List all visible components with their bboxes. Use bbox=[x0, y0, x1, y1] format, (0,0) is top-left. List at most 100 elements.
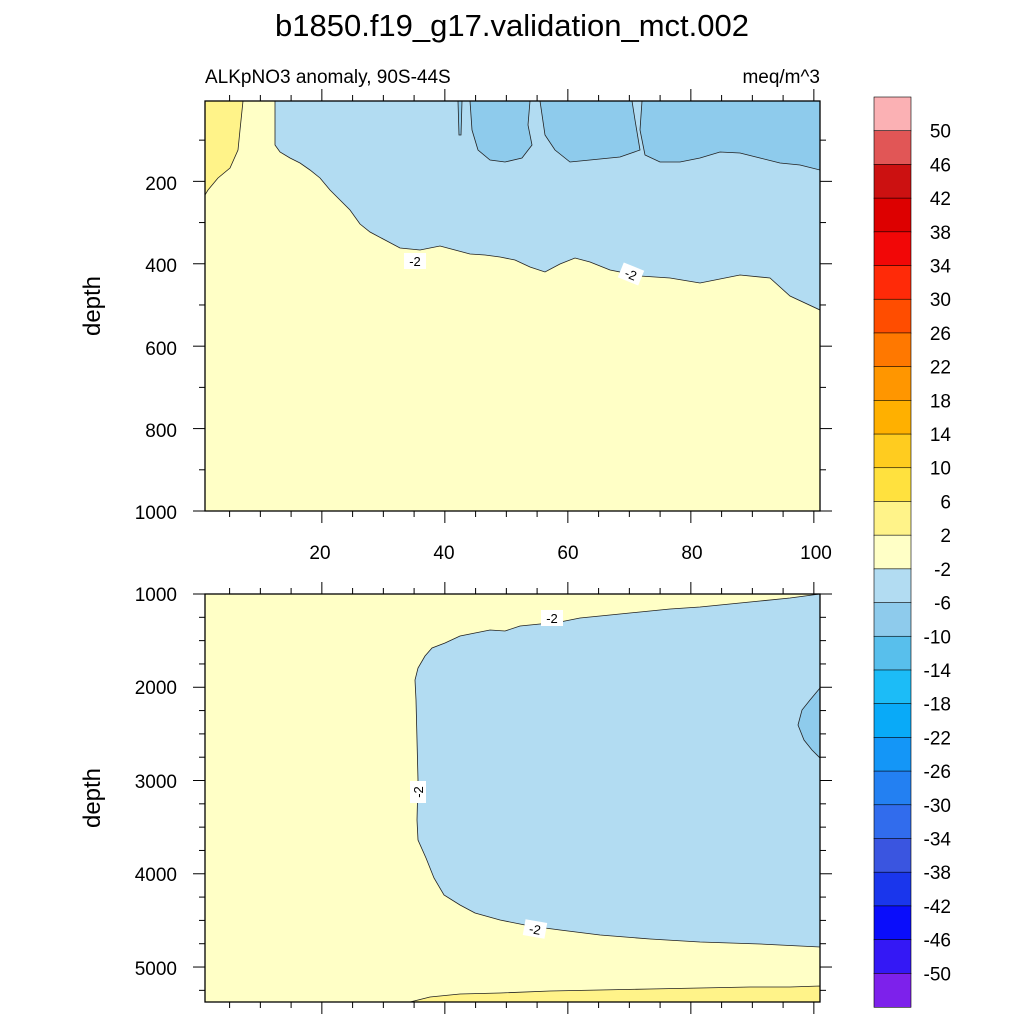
colorbar-label: -38 bbox=[924, 863, 951, 884]
upper-xtick-80: 80 bbox=[681, 543, 702, 564]
chart-title: b1850.f19_g17.validation_mct.002 bbox=[275, 8, 749, 43]
colorbar-label: 10 bbox=[930, 459, 951, 480]
colorbar-label: 22 bbox=[930, 358, 951, 379]
colorbar-label: 6 bbox=[940, 492, 951, 513]
lower-ytick-2000: 2000 bbox=[135, 678, 177, 699]
lower-plot-frame bbox=[204, 593, 821, 1003]
upper-plot-frame bbox=[204, 100, 821, 512]
svg-text:-2: -2 bbox=[546, 611, 558, 626]
colorbar-swatch bbox=[873, 602, 912, 637]
colorbar-swatch bbox=[873, 265, 912, 300]
upper-xtick-100: 100 bbox=[800, 543, 832, 564]
upper-fill-blue-dark-1 bbox=[469, 101, 533, 163]
lower-contour-fills bbox=[205, 594, 820, 1002]
colorbar-label: -50 bbox=[924, 964, 951, 985]
svg-text:-2: -2 bbox=[528, 921, 542, 938]
colorbar-swatch bbox=[873, 635, 912, 671]
colorbar-label: -2 bbox=[934, 560, 951, 581]
upper-ytick-600: 600 bbox=[145, 339, 177, 360]
lower-fill-blue bbox=[414, 594, 820, 948]
colorbar-label: -30 bbox=[924, 796, 951, 817]
colorbar-swatch bbox=[873, 838, 912, 873]
colorbar-label: -46 bbox=[924, 931, 951, 952]
colorbar-label: -22 bbox=[924, 728, 951, 749]
colorbar-swatch bbox=[873, 804, 912, 840]
upper-ytick-1000: 1000 bbox=[135, 503, 177, 524]
colorbar-label: -18 bbox=[924, 695, 951, 716]
colorbar-label: -42 bbox=[924, 897, 951, 918]
colorbar-label: 18 bbox=[930, 391, 951, 412]
upper-ticks bbox=[193, 89, 832, 523]
colorbar-label: -14 bbox=[924, 661, 952, 682]
colorbar-swatch bbox=[873, 871, 912, 907]
lower-contour-label-3: -2 bbox=[522, 919, 548, 939]
lower-fill-blue-dark bbox=[797, 687, 820, 759]
upper-contour-fills bbox=[205, 101, 820, 511]
upper-xtick-60: 60 bbox=[557, 543, 578, 564]
upper-fill-yellow bbox=[205, 101, 244, 196]
colorbar-swatch bbox=[873, 400, 912, 435]
colorbar-label: 34 bbox=[930, 257, 952, 278]
colorbar-swatch bbox=[873, 737, 912, 772]
upper-ylabel: depth bbox=[79, 276, 106, 336]
colorbar-swatch bbox=[873, 130, 912, 166]
colorbar-label: -26 bbox=[924, 762, 951, 783]
upper-fill-blue-dark-2 bbox=[539, 101, 641, 163]
colorbar-swatch bbox=[873, 972, 912, 1008]
colorbar-swatch bbox=[873, 231, 912, 267]
upper-fill-blue-sliver bbox=[457, 101, 463, 136]
lower-ytick-5000: 5000 bbox=[135, 959, 177, 980]
colorbar: 50 46 42 38 34 30 26 22 18 14 10 6 2 -2 -6 -10 -14 -18 -22… bbox=[873, 96, 952, 1008]
lower-contour-label-2: -2 bbox=[410, 781, 426, 803]
colorbar-swatch bbox=[873, 703, 912, 738]
lower-ytick-4000: 4000 bbox=[135, 865, 177, 886]
svg-text:-2: -2 bbox=[409, 254, 421, 269]
colorbar-swatch bbox=[873, 96, 912, 132]
colorbar-swatch bbox=[873, 164, 912, 199]
subtitle-units: meq/m^3 bbox=[742, 67, 820, 88]
colorbar-label: 42 bbox=[930, 189, 951, 210]
colorbar-swatch bbox=[873, 197, 912, 233]
lower-ytick-1000: 1000 bbox=[135, 585, 177, 606]
upper-xtick-20: 20 bbox=[309, 543, 330, 564]
colorbar-swatch bbox=[873, 501, 912, 536]
colorbar-label: -6 bbox=[934, 594, 951, 615]
lower-panel: -2 -2 -2 1000 2000 3000 4000 5000 depth bbox=[79, 582, 832, 1014]
colorbar-swatch bbox=[873, 534, 912, 570]
colorbar-swatch bbox=[873, 332, 912, 368]
lower-ticks bbox=[193, 582, 832, 1014]
colorbar-swatch bbox=[873, 669, 912, 705]
colorbar-label: 14 bbox=[930, 425, 952, 446]
colorbar-swatch bbox=[873, 298, 912, 334]
colorbar-swatch bbox=[873, 467, 912, 503]
colorbar-label: 38 bbox=[930, 223, 951, 244]
colorbar-swatch bbox=[873, 433, 912, 469]
colorbar-label: 46 bbox=[930, 155, 951, 176]
colorbar-label: -34 bbox=[924, 829, 952, 850]
colorbar-swatch bbox=[873, 905, 912, 941]
colorbar-swatch bbox=[873, 939, 912, 974]
upper-fill-blue-dark-3 bbox=[639, 101, 820, 171]
lower-fill-yellow bbox=[409, 985, 820, 1002]
colorbar-label: -10 bbox=[924, 627, 951, 648]
colorbar-label: 26 bbox=[930, 324, 951, 345]
lower-contour-label-1: -2 bbox=[541, 610, 563, 626]
upper-contour-label-2: -2 bbox=[617, 262, 645, 286]
upper-ytick-800: 800 bbox=[145, 421, 177, 442]
colorbar-label: 50 bbox=[930, 122, 951, 143]
colorbar-swatch bbox=[873, 568, 912, 604]
svg-text:-2: -2 bbox=[411, 786, 426, 798]
upper-panel: -2 -2 200 400 600 800 1000 20 40 60 80 1… bbox=[79, 89, 832, 564]
lower-ylabel: depth bbox=[79, 768, 106, 828]
subtitle-left: ALKpNO3 anomaly, 90S-44S bbox=[205, 67, 451, 88]
upper-xtick-40: 40 bbox=[433, 543, 454, 564]
upper-ytick-200: 200 bbox=[145, 174, 177, 195]
colorbar-swatch bbox=[873, 770, 912, 806]
upper-ytick-400: 400 bbox=[145, 256, 177, 277]
lower-ytick-3000: 3000 bbox=[135, 772, 177, 793]
colorbar-label: 2 bbox=[940, 526, 951, 547]
colorbar-label: 30 bbox=[930, 290, 951, 311]
colorbar-swatch bbox=[873, 366, 912, 401]
svg-text:-2: -2 bbox=[623, 265, 639, 283]
